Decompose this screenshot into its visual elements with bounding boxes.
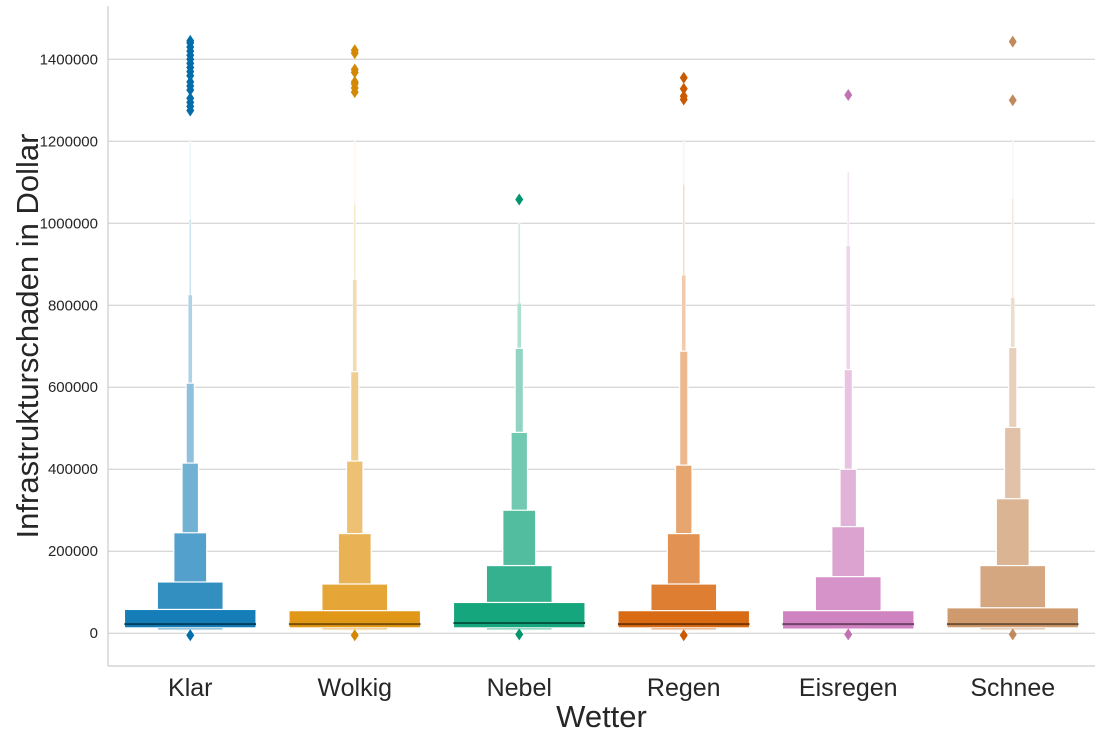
outlier-point xyxy=(350,629,359,642)
boxen-group-nebel xyxy=(452,193,586,641)
outlier-point xyxy=(350,44,359,57)
outlier-point xyxy=(186,34,195,47)
outlier-point xyxy=(1008,94,1017,107)
outlier-point xyxy=(679,82,688,95)
outlier-point xyxy=(186,92,195,105)
outlier-point xyxy=(515,193,524,206)
boxen-group-wolkig xyxy=(288,44,422,642)
boxen-group-klar xyxy=(123,34,257,642)
boxen-level-box xyxy=(946,607,1080,629)
grid-lines xyxy=(108,58,1095,634)
y-tick-label: 0 xyxy=(90,625,98,642)
outlier-point xyxy=(679,71,688,84)
boxen-group-eisregen xyxy=(781,88,915,641)
y-axis-title: Infrastrukturschaden in Dollar xyxy=(10,134,45,539)
outlier-point xyxy=(186,75,195,88)
y-tick-label: 800000 xyxy=(48,297,98,314)
y-tick-label: 1000000 xyxy=(40,215,98,232)
outlier-point xyxy=(679,629,688,642)
boxen-level-box xyxy=(781,610,915,630)
y-tick-label: 400000 xyxy=(48,461,98,478)
x-tick-label: Klar xyxy=(168,674,212,702)
x-tick-label: Wolkig xyxy=(317,674,392,702)
axes xyxy=(107,6,1095,667)
outlier-point xyxy=(350,75,359,88)
tick-labels: 0 200000 400000 600000 800000 1000000 1200000 1… xyxy=(40,51,1056,702)
outlier-point xyxy=(844,88,853,101)
x-tick-label: Nebel xyxy=(487,674,552,702)
outlier-point xyxy=(186,629,195,642)
x-tick-label: Schnee xyxy=(970,674,1055,702)
outlier-point xyxy=(679,90,688,103)
y-tick-label: 200000 xyxy=(48,543,98,560)
x-tick-label: Regen xyxy=(647,674,721,702)
x-axis-title: Wetter xyxy=(556,699,647,734)
outlier-point xyxy=(350,63,359,76)
outlier-point xyxy=(515,628,524,641)
y-tick-label: 600000 xyxy=(48,379,98,396)
boxen-level-box xyxy=(617,610,751,629)
boxen-group-regen xyxy=(617,71,751,642)
boxen-level-box xyxy=(288,610,422,629)
x-tick-label: Eisregen xyxy=(799,674,898,702)
outlier-point xyxy=(1008,628,1017,641)
y-tick-label: 1200000 xyxy=(40,133,98,150)
outlier-point xyxy=(1008,35,1017,48)
boxen-group-schnee xyxy=(946,35,1080,641)
outlier-point xyxy=(844,628,853,641)
y-tick-label: 1400000 xyxy=(40,51,98,68)
boxen-level-box xyxy=(452,601,586,629)
boxen-plot-area xyxy=(123,34,1080,642)
